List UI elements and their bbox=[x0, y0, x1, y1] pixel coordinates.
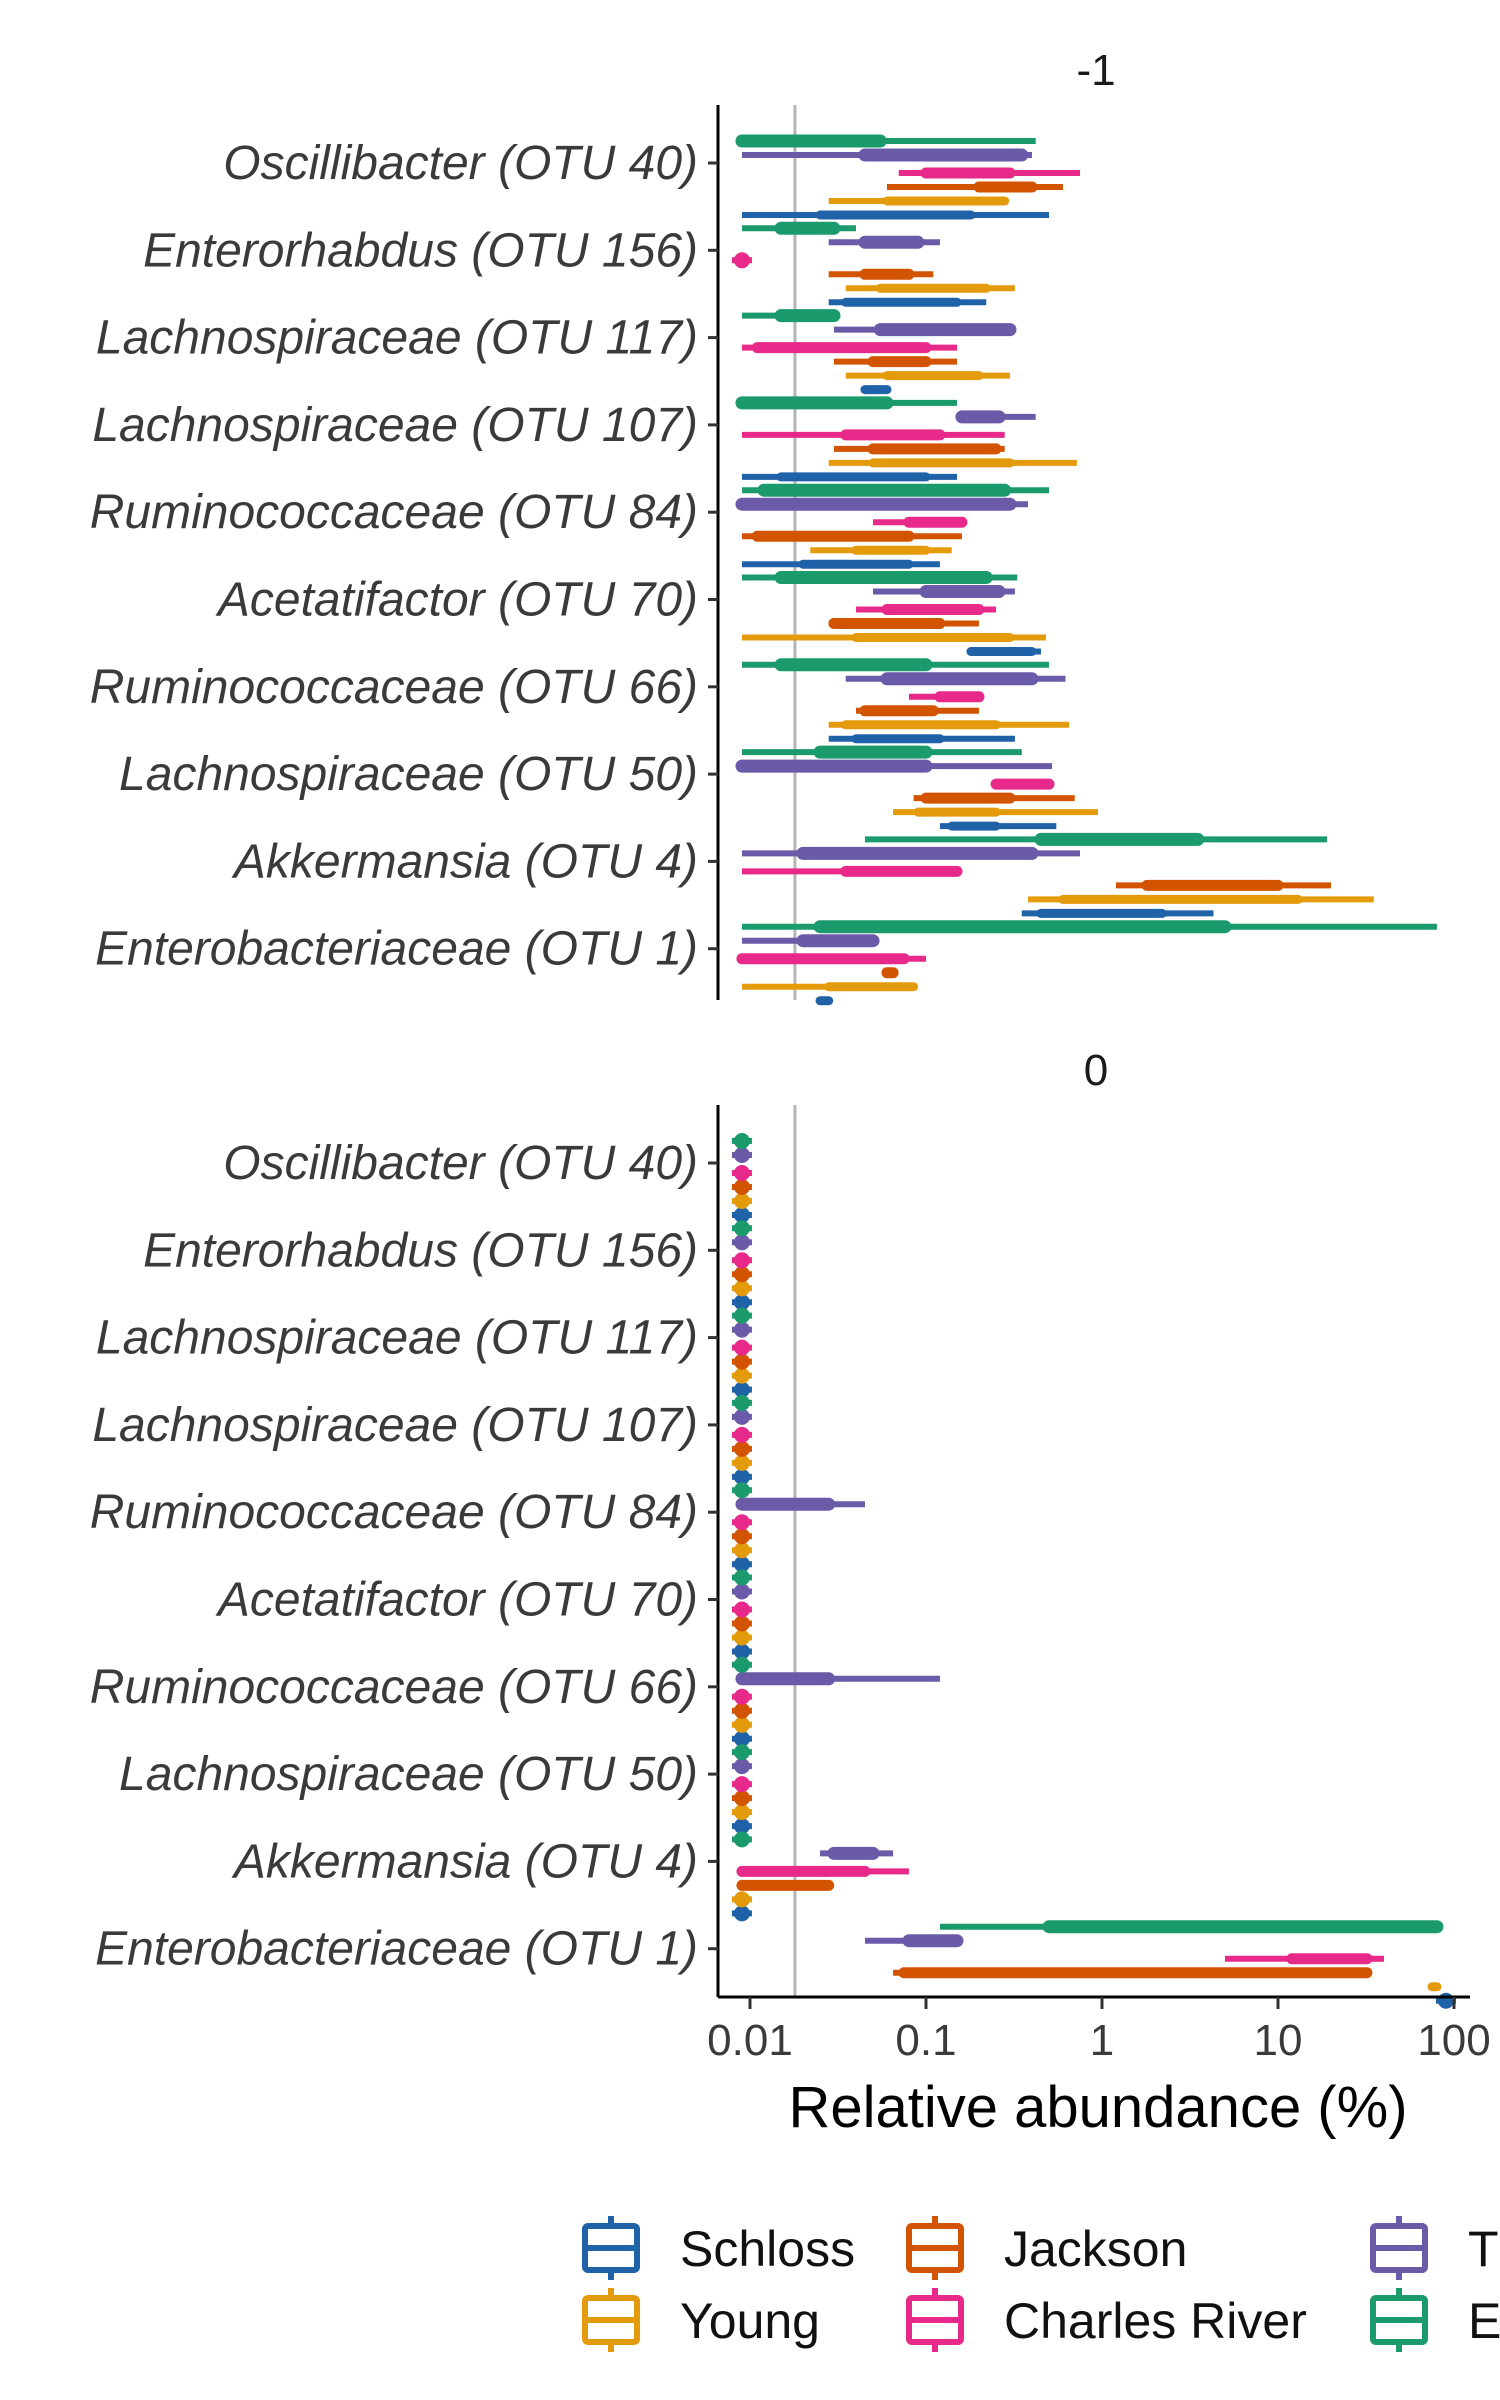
interval-mark bbox=[731, 1426, 752, 1443]
legend-key: Charles River bbox=[906, 2288, 1307, 2352]
category-label: Ruminococcaceae (OTU 66) bbox=[90, 1661, 698, 1714]
panel: 0 Oscillibacter (OTU 40) Enterorhabdus (OT… bbox=[90, 1046, 1456, 2009]
interval-mark bbox=[731, 1307, 752, 1324]
x-tick-label: 0.1 bbox=[895, 2016, 956, 2065]
interval-mark bbox=[731, 1234, 752, 1251]
legend: Schloss Young Jackson Charles River TE bbox=[582, 2216, 1500, 2352]
interval-mark bbox=[731, 1716, 752, 1733]
legend-key: Young bbox=[582, 2288, 820, 2352]
category-label: Enterobacteriaceae (OTU 1) bbox=[95, 923, 698, 976]
legend-key: E bbox=[1370, 2288, 1500, 2352]
interval-mark bbox=[731, 1252, 752, 1269]
panels-layer: -1 Oscillibacter (OTU 40) Enterorhabdus (O… bbox=[90, 46, 1456, 2009]
category-label: Ruminococcaceae (OTU 84) bbox=[90, 486, 698, 539]
interval-mark bbox=[731, 1179, 752, 1195]
interval-mark bbox=[731, 1408, 752, 1425]
interval-mark bbox=[731, 1601, 752, 1618]
category-label: Lachnospiraceae (OTU 50) bbox=[119, 748, 698, 801]
x-axis-title: Relative abundance (%) bbox=[788, 2075, 1407, 2140]
interval-mark bbox=[731, 1831, 752, 1848]
interval-mark bbox=[731, 1321, 752, 1338]
interval-mark bbox=[731, 1804, 752, 1821]
category-label: Ruminococcaceae (OTU 66) bbox=[90, 661, 698, 714]
legend-key: Schloss bbox=[582, 2216, 855, 2280]
panel-title: 0 bbox=[1084, 1046, 1108, 1095]
x-tick-label: 1 bbox=[1090, 2016, 1114, 2065]
interval-mark bbox=[731, 1615, 752, 1632]
interval-mark bbox=[731, 1193, 752, 1209]
legend-label: Charles River bbox=[1004, 2293, 1307, 2349]
interval-mark bbox=[731, 1744, 752, 1761]
interval-mark bbox=[731, 1468, 752, 1485]
category-label: Acetatifactor (OTU 70) bbox=[215, 574, 698, 627]
interval-mark bbox=[731, 1482, 752, 1499]
interval-mark bbox=[731, 1730, 752, 1747]
category-label: Akkermansia (OTU 4) bbox=[231, 835, 698, 888]
category-label: Lachnospiraceae (OTU 50) bbox=[119, 1748, 698, 1801]
x-tick-label: 0.01 bbox=[707, 2016, 793, 2065]
x-tick-label: 10 bbox=[1254, 2016, 1303, 2065]
legend-key: Jackson bbox=[906, 2216, 1187, 2280]
x-tick-label: 100 bbox=[1417, 2016, 1490, 2065]
panel: -1 Oscillibacter (OTU 40) Enterorhabdus (O… bbox=[90, 46, 1437, 1006]
interval-mark bbox=[731, 1266, 752, 1283]
interval-mark bbox=[731, 1583, 752, 1600]
interval-mark bbox=[731, 1207, 752, 1223]
interval-mark bbox=[731, 1147, 752, 1163]
interval-mark bbox=[731, 1440, 752, 1457]
interval-mark bbox=[731, 1367, 752, 1384]
legend-label: Young bbox=[680, 2293, 820, 2349]
interval-mark bbox=[731, 1688, 752, 1705]
category-label: Lachnospiraceae (OTU 117) bbox=[96, 1312, 698, 1365]
category-label: Enterorhabdus (OTU 156) bbox=[143, 224, 698, 277]
category-label: Lachnospiraceae (OTU 107) bbox=[92, 399, 698, 452]
interval-mark bbox=[731, 1514, 752, 1531]
interval-mark bbox=[731, 1905, 752, 1922]
legend-label: Schloss bbox=[680, 2221, 855, 2277]
legend-key: T bbox=[1370, 2216, 1499, 2280]
interval-mark bbox=[731, 1643, 752, 1660]
interval-mark bbox=[731, 1165, 752, 1181]
interval-mark bbox=[731, 1818, 752, 1835]
interval-mark bbox=[731, 1569, 752, 1586]
interval-mark bbox=[731, 1656, 752, 1673]
category-label: Akkermansia (OTU 4) bbox=[231, 1835, 698, 1888]
category-label: Lachnospiraceae (OTU 117) bbox=[96, 312, 698, 365]
category-label: Oscillibacter (OTU 40) bbox=[223, 1137, 698, 1190]
interval-mark bbox=[731, 1528, 752, 1545]
interval-mark bbox=[731, 1381, 752, 1398]
category-label: Acetatifactor (OTU 70) bbox=[215, 1574, 698, 1627]
interval-mark bbox=[731, 1454, 752, 1471]
interval-mark bbox=[731, 1294, 752, 1311]
interval-mark bbox=[731, 1629, 752, 1646]
interval-mark bbox=[731, 1353, 752, 1370]
interval-mark bbox=[731, 1133, 752, 1149]
interval-mark bbox=[731, 1280, 752, 1297]
interval-mark bbox=[731, 1220, 752, 1237]
interval-mark bbox=[731, 1758, 752, 1775]
legend-label: T bbox=[1468, 2221, 1499, 2277]
legend-label: E bbox=[1468, 2293, 1500, 2349]
category-label: Enterorhabdus (OTU 156) bbox=[143, 1224, 698, 1277]
interval-mark bbox=[731, 1394, 752, 1411]
interval-mark bbox=[731, 1776, 752, 1793]
interval-mark bbox=[731, 1702, 752, 1719]
interval-mark bbox=[731, 252, 752, 269]
category-label: Ruminococcaceae (OTU 84) bbox=[90, 1486, 698, 1539]
interval-mark bbox=[731, 1542, 752, 1559]
interval-mark bbox=[731, 1891, 752, 1908]
interval-mark bbox=[731, 1339, 752, 1356]
interval-mark bbox=[731, 1556, 752, 1573]
category-label: Oscillibacter (OTU 40) bbox=[223, 137, 698, 190]
interval-mark bbox=[731, 1790, 752, 1807]
legend-label: Jackson bbox=[1004, 2221, 1187, 2277]
panel-title: -1 bbox=[1076, 46, 1115, 95]
category-label: Enterobacteriaceae (OTU 1) bbox=[95, 1923, 698, 1976]
category-label: Lachnospiraceae (OTU 107) bbox=[92, 1399, 698, 1452]
